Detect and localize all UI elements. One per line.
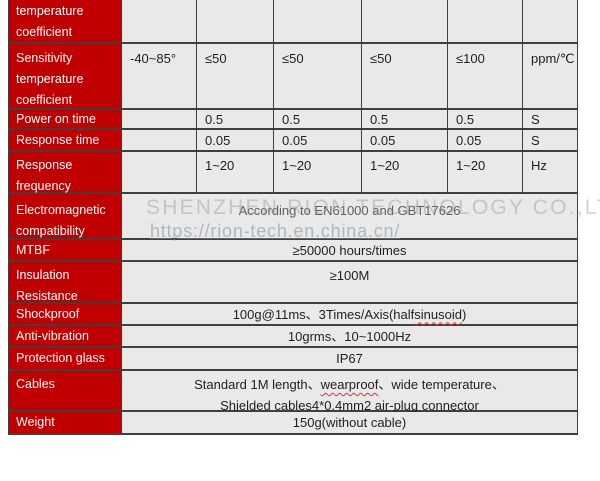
label-line: Cables — [16, 377, 55, 391]
cell-value: 0.5 — [274, 110, 362, 130]
row-label: Anti-vibration — [8, 326, 122, 348]
label-line: Response — [16, 158, 73, 172]
cell-unit: S — [523, 110, 578, 130]
cell-unit: S — [523, 130, 578, 152]
cell-value — [122, 130, 197, 152]
cell-value: 0.05 — [274, 130, 362, 152]
cell-unit — [523, 0, 578, 44]
label-line: compatibility — [16, 224, 85, 238]
cell-unit: Hz — [523, 152, 578, 194]
label-line: Insulation — [16, 268, 70, 282]
label-line: Electromagnetic — [16, 203, 106, 217]
value-text-spellcheck: wearproof — [320, 377, 379, 392]
label-line: Resistance — [16, 289, 78, 303]
row-label: temperature coefficient — [8, 0, 122, 44]
row-response-time: Response time 0.05 0.05 0.05 0.05 S — [8, 130, 578, 152]
row-protection-glass: Protection glass IP67 — [8, 348, 578, 371]
cell-value: 1~20 — [448, 152, 523, 194]
row-label: Protection glass — [8, 348, 122, 371]
cell-value: ≤50 — [274, 44, 362, 110]
label-line: coefficient — [16, 25, 73, 39]
value-text: Standard 1M length、 — [194, 377, 321, 392]
cell-value — [122, 110, 197, 130]
row-mtbf: MTBF ≥50000 hours/times — [8, 240, 578, 262]
cell-value: ≤100 — [448, 44, 523, 110]
cell-merged-value: According to EN61000 and GBT17626 — [122, 194, 578, 240]
row-cables: Cables Standard 1M length、wearproof、wide… — [8, 371, 578, 413]
row-power-on-time: Power on time 0.5 0.5 0.5 0.5 S — [8, 110, 578, 130]
cell-merged-value: ≥50000 hours/times — [122, 240, 578, 262]
cell-unit: ppm/℃ — [523, 44, 578, 110]
cell-value — [448, 0, 523, 44]
cell-value: 0.05 — [197, 130, 274, 152]
row-temperature-coefficient: temperature coefficient — [8, 0, 578, 44]
row-label: Cables — [8, 371, 122, 412]
row-label: Sensitivity temperature coefficient — [8, 44, 122, 110]
label-line: Sensitivity — [16, 51, 73, 65]
cell-value — [197, 0, 274, 44]
cell-value: ≤50 — [362, 44, 448, 110]
cell-value: ≤50 — [197, 44, 274, 110]
row-response-frequency: Response frequency 1~20 1~20 1~20 1~20 H… — [8, 152, 578, 194]
cell-value: 1~20 — [197, 152, 274, 194]
label-line: frequency — [16, 179, 71, 193]
cell-value — [362, 0, 448, 44]
row-label: Shockproof — [8, 304, 122, 326]
cell-value — [122, 0, 197, 44]
cell-value: 1~20 — [362, 152, 448, 194]
cell-merged-value: ≥100M — [122, 262, 578, 304]
value-line: Shielded cables4*0.4mm2 air-plug connect… — [220, 398, 479, 413]
label-line: temperature — [16, 4, 84, 18]
cell-value: -40~85° — [122, 44, 197, 110]
row-label: MTBF — [8, 240, 122, 262]
row-label: Response frequency — [8, 152, 122, 194]
row-sensitivity-temperature-coefficient: Sensitivity temperature coefficient -40~… — [8, 44, 578, 110]
label-line: coefficient — [16, 93, 73, 107]
cell-value — [122, 152, 197, 194]
cell-value: 0.05 — [448, 130, 523, 152]
cell-value: 0.05 — [362, 130, 448, 152]
row-label: Electromagnetic compatibility — [8, 194, 122, 240]
cell-merged-value: 10grms、10~1000Hz — [122, 326, 578, 348]
row-anti-vibration: Anti-vibration 10grms、10~1000Hz — [8, 326, 578, 348]
row-label: Response time — [8, 130, 122, 152]
spec-table: temperature coefficient Sensitivity temp… — [8, 0, 578, 435]
cell-value: 1~20 — [274, 152, 362, 194]
cell-merged-value: 150g(without cable) — [122, 412, 578, 435]
value-text: 100g@11ms、3Times/Axis(half — [232, 306, 415, 322]
cell-value — [274, 0, 362, 44]
value-line: Standard 1M length、wearproof、wide temper… — [122, 374, 577, 395]
row-electromagnetic-compatibility: Electromagnetic compatibility According … — [8, 194, 578, 240]
row-label: Power on time — [8, 110, 122, 130]
value-text: ) — [461, 306, 467, 322]
cell-merged-value: Standard 1M length、wearproof、wide temper… — [122, 371, 578, 413]
value-text: 、wide temperature、 — [378, 377, 505, 392]
cell-value: 0.5 — [362, 110, 448, 130]
cell-merged-value: 100g@11ms、3Times/Axis(half sinusoid) — [122, 304, 578, 326]
footnote: * This Technical data only list ± 10 °, … — [3, 441, 599, 481]
row-label: Insulation Resistance — [8, 262, 122, 304]
value-text-spellcheck: sinusoid — [414, 306, 462, 322]
row-shockproof: Shockproof 100g@11ms、3Times/Axis(half si… — [8, 304, 578, 326]
cell-value: 0.5 — [197, 110, 274, 130]
row-insulation-resistance: Insulation Resistance ≥100M — [8, 262, 578, 304]
cell-value: 0.5 — [448, 110, 523, 130]
row-weight: Weight 150g(without cable) — [8, 412, 578, 435]
cell-merged-value: IP67 — [122, 348, 578, 371]
label-line: temperature — [16, 72, 84, 86]
row-label: Weight — [8, 412, 122, 435]
